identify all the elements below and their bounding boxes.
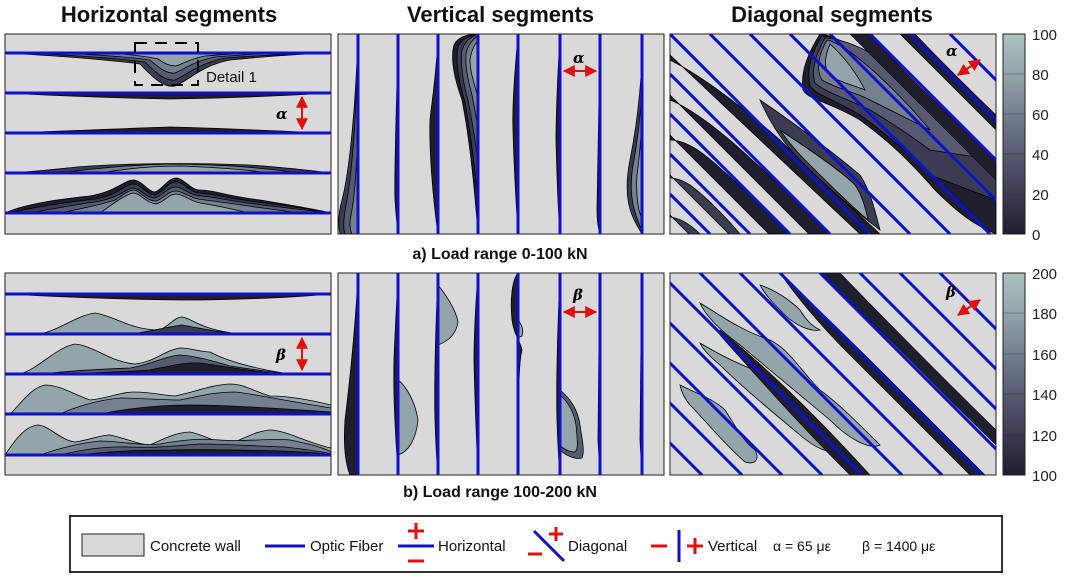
colorbar-top-tick: 60 — [1032, 107, 1049, 124]
concrete-swatch — [81, 533, 145, 557]
title-diagonal: Diagonal segments — [731, 2, 933, 27]
colorbar-top-tick: 20 — [1032, 187, 1049, 204]
legend-alpha-def: α = 65 με — [773, 538, 831, 554]
beta-label-vertical: β — [572, 286, 583, 304]
legend-beta-def: β = 1400 με — [862, 538, 935, 554]
colorbar-top-tick: 80 — [1032, 67, 1049, 84]
colorbar-bottom-tick: 200 — [1032, 266, 1057, 283]
legend-vertical: Vertical — [708, 538, 757, 555]
panel-b-vertical — [337, 272, 665, 476]
title-vertical: Vertical segments — [406, 2, 595, 27]
colorbar-top-tick: 0 — [1032, 227, 1040, 244]
strain-profiles-a-horizontal — [5, 42, 331, 215]
caption-b: b) Load range 100-200 kN — [403, 484, 597, 501]
horizontal-sign-icon — [398, 523, 434, 563]
strain-profiles-a-diagonal — [670, 34, 996, 234]
detail-box — [134, 42, 199, 86]
colorbar-top-tick: 40 — [1032, 147, 1049, 164]
beta-arrow-diagonal — [957, 299, 981, 316]
colorbar-bottom-tick: 100 — [1032, 468, 1057, 485]
strain-profiles-b-vertical — [343, 273, 644, 475]
alpha-label-vertical: α — [573, 49, 585, 67]
beta-label-diagonal: β — [945, 283, 956, 301]
colorbar-bottom-tick: 140 — [1032, 387, 1057, 404]
detail-label: Detail 1 — [206, 69, 257, 86]
legend: Concrete wall Optic Fiber Horizontal Dia… — [69, 515, 1003, 573]
legend-fiber: Optic Fiber — [310, 538, 383, 555]
strain-profiles-b-horizontal — [5, 292, 331, 457]
legend-horizontal: Horizontal — [438, 538, 506, 555]
diagonal-sign-icon — [528, 527, 566, 563]
alpha-label-diagonal: α — [946, 42, 958, 60]
alpha-label-horizontal: α — [276, 105, 288, 123]
colorbar-top: 100 80 60 40 20 0 — [1002, 27, 1057, 244]
legend-diagonal: Diagonal — [568, 538, 627, 555]
colorbar-bottom-tick: 120 — [1032, 428, 1057, 445]
strain-profiles-a-vertical — [338, 34, 644, 234]
alpha-arrow-diagonal — [957, 59, 981, 76]
colorbar-bottom-tick: 180 — [1032, 306, 1057, 323]
beta-label-horizontal: β — [275, 346, 286, 364]
legend-concrete: Concrete wall — [150, 538, 241, 555]
colorbar-top-tick: 100 — [1032, 27, 1057, 44]
strain-profiles-b-diagonal — [670, 273, 996, 475]
panel-a-vertical — [337, 33, 665, 235]
colorbar-bottom: 200 180 160 140 120 100 — [1002, 266, 1057, 485]
vertical-sign-icon — [651, 530, 703, 562]
title-horizontal: Horizontal segments — [60, 2, 278, 27]
caption-a: a) Load range 0-100 kN — [412, 246, 588, 263]
colorbar-bottom-tick: 160 — [1032, 347, 1057, 364]
